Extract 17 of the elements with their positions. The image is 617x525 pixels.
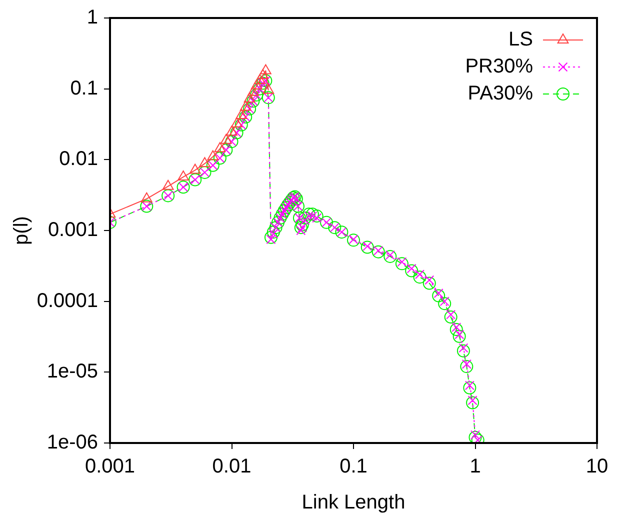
y-axis-title: p(l) <box>10 216 33 245</box>
y-tick-label: 0.0001 <box>36 290 98 312</box>
y-tick-label: 0.1 <box>70 77 98 100</box>
y-tick-label: 0.01 <box>59 148 98 170</box>
y-tick-label: 1 <box>86 6 98 29</box>
x-tick-label: 1 <box>470 456 481 478</box>
y-tick-label: 1e-05 <box>46 360 98 383</box>
legend-label: PR30% <box>465 56 534 78</box>
y-tick-label: 0.001 <box>48 219 98 242</box>
x-tick-label: 0.01 <box>212 456 252 478</box>
x-tick-label: 10 <box>586 456 608 478</box>
legend-label: PA30% <box>468 82 534 105</box>
x-tick-label: 0.1 <box>340 456 368 478</box>
x-tick-label: 0.001 <box>84 456 136 478</box>
x-axis-title: Link Length <box>302 492 406 514</box>
y-tick-label: 1e-06 <box>46 432 98 454</box>
legend-label: LS <box>508 28 533 51</box>
